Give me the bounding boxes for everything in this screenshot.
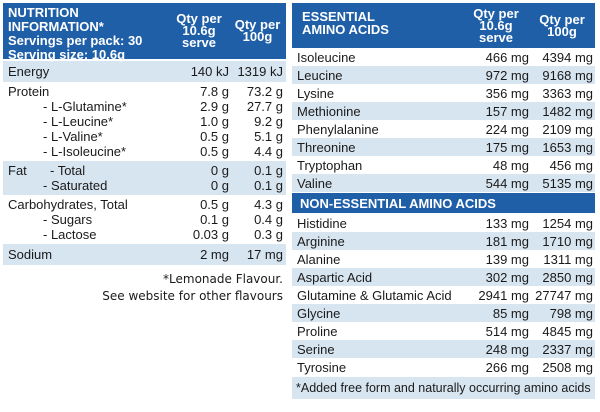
amino-row: Leucine 972 mg 9168 mg [292, 66, 595, 84]
amino-row: Phenylalanine 224 mg 2109 mg [297, 121, 593, 137]
essential-header: ESSENTIAL AMINO ACIDS Qty per 10.6g serve … [292, 3, 595, 48]
fat-total-row: Fat - Total 0 g 0.1 g [8, 163, 283, 178]
energy-row: Energy 140 kJ 1319 kJ [3, 61, 286, 82]
col-per-serve-header: Qty per 10.6g serve [473, 5, 519, 45]
protein-row: Protein 7.8 g 73.2 g [8, 84, 283, 99]
leucine-row: - L-Leucine* 1.0 g 9.2 g [43, 114, 283, 129]
amino-row: Lysine 356 mg 3363 mg [297, 85, 593, 101]
nutrition-header: NUTRITION INFORMATION* Servings per pack… [3, 3, 286, 62]
nutrition-title-text: NUTRITION INFORMATION* [8, 5, 104, 34]
servings-per-pack: Servings per pack: 30 [8, 33, 143, 48]
amino-acids-table: ESSENTIAL AMINO ACIDS Qty per 10.6g serve … [292, 3, 595, 399]
carbs-row: Carbohydrates, Total 0.5 g 4.3 g [8, 197, 283, 212]
amino-row: Glutamine & Glutamic Acid 2941 mg 27747 mg [297, 287, 593, 303]
non-essential-list: Histidine 133 mg 1254 mg Arginine 181 mg 171… [292, 214, 595, 376]
amino-footnote: *Added free form and naturally occurring… [292, 377, 595, 399]
amino-row: Threonine 175 mg 1653 mg [292, 138, 595, 156]
amino-row: Tyrosine 266 mg 2508 mg [297, 359, 593, 375]
amino-row: Valine 544 mg 5135 mg [292, 174, 595, 192]
carbohydrates-group: Carbohydrates, Total 0.5 g 4.3 g - Sugar… [3, 195, 286, 244]
sugars-row: - Sugars 0.1 g 0.4 g [43, 212, 283, 227]
nutrition-title: NUTRITION INFORMATION* Servings per pack… [3, 3, 169, 62]
essential-list: Isoleucine 466 mg 4394 mg Leucine 972 mg 916… [292, 48, 595, 192]
amino-row: Proline 514 mg 4845 mg [297, 323, 593, 339]
valine-row: - L-Valine* 0.5 g 5.1 g [43, 129, 283, 144]
glutamine-row: - L-Glutamine* 2.9 g 27.7 g [43, 99, 283, 114]
amino-row: Isoleucine 466 mg 4394 mg [297, 49, 593, 65]
nutrition-information-table: NUTRITION INFORMATION* Servings per pack… [3, 3, 286, 305]
lactose-row: - Lactose 0.03 g 0.3 g [43, 227, 283, 242]
col-per-100g-header: Qty per 100g [539, 11, 585, 39]
sodium-row: Sodium 2 mg 17 mg [3, 244, 286, 265]
non-essential-header: NON-ESSENTIAL AMINO ACIDS [292, 193, 595, 213]
flavour-note: *Lemonade Flavour. See website for other… [102, 272, 283, 303]
amino-row: Glycine 85 mg 798 mg [292, 304, 595, 322]
fat-group: Fat - Total 0 g 0.1 g - Saturated 0 g 0.1… [3, 161, 286, 195]
amino-row: Alanine 139 mg 1311 mg [297, 251, 593, 267]
isoleucine-row: - L-Isoleucine* 0.5 g 4.4 g [43, 144, 283, 159]
amino-row: Serine 248 mg 2337 mg [292, 340, 595, 358]
col-per-serve-header: Qty per 10.6g serve [176, 11, 222, 50]
amino-row: Arginine 181 mg 1710 mg [292, 232, 595, 250]
amino-row: Histidine 133 mg 1254 mg [297, 215, 593, 231]
serving-size: Serving size: 10.6g [8, 47, 126, 62]
fat-saturated-row: - Saturated 0 g 0.1 g [43, 178, 283, 193]
protein-group: Protein 7.8 g 73.2 g - L-Glutamine* 2.9 … [3, 82, 286, 161]
amino-row: Tryptophan 48 mg 456 mg [297, 157, 593, 173]
amino-row: Methionine 157 mg 1482 mg [292, 102, 595, 120]
col-per-100g-header: Qty per 100g [234, 17, 281, 44]
amino-row: Aspartic Acid 302 mg 2850 mg [292, 268, 595, 286]
essential-title: ESSENTIAL AMINO ACIDS [302, 9, 389, 37]
